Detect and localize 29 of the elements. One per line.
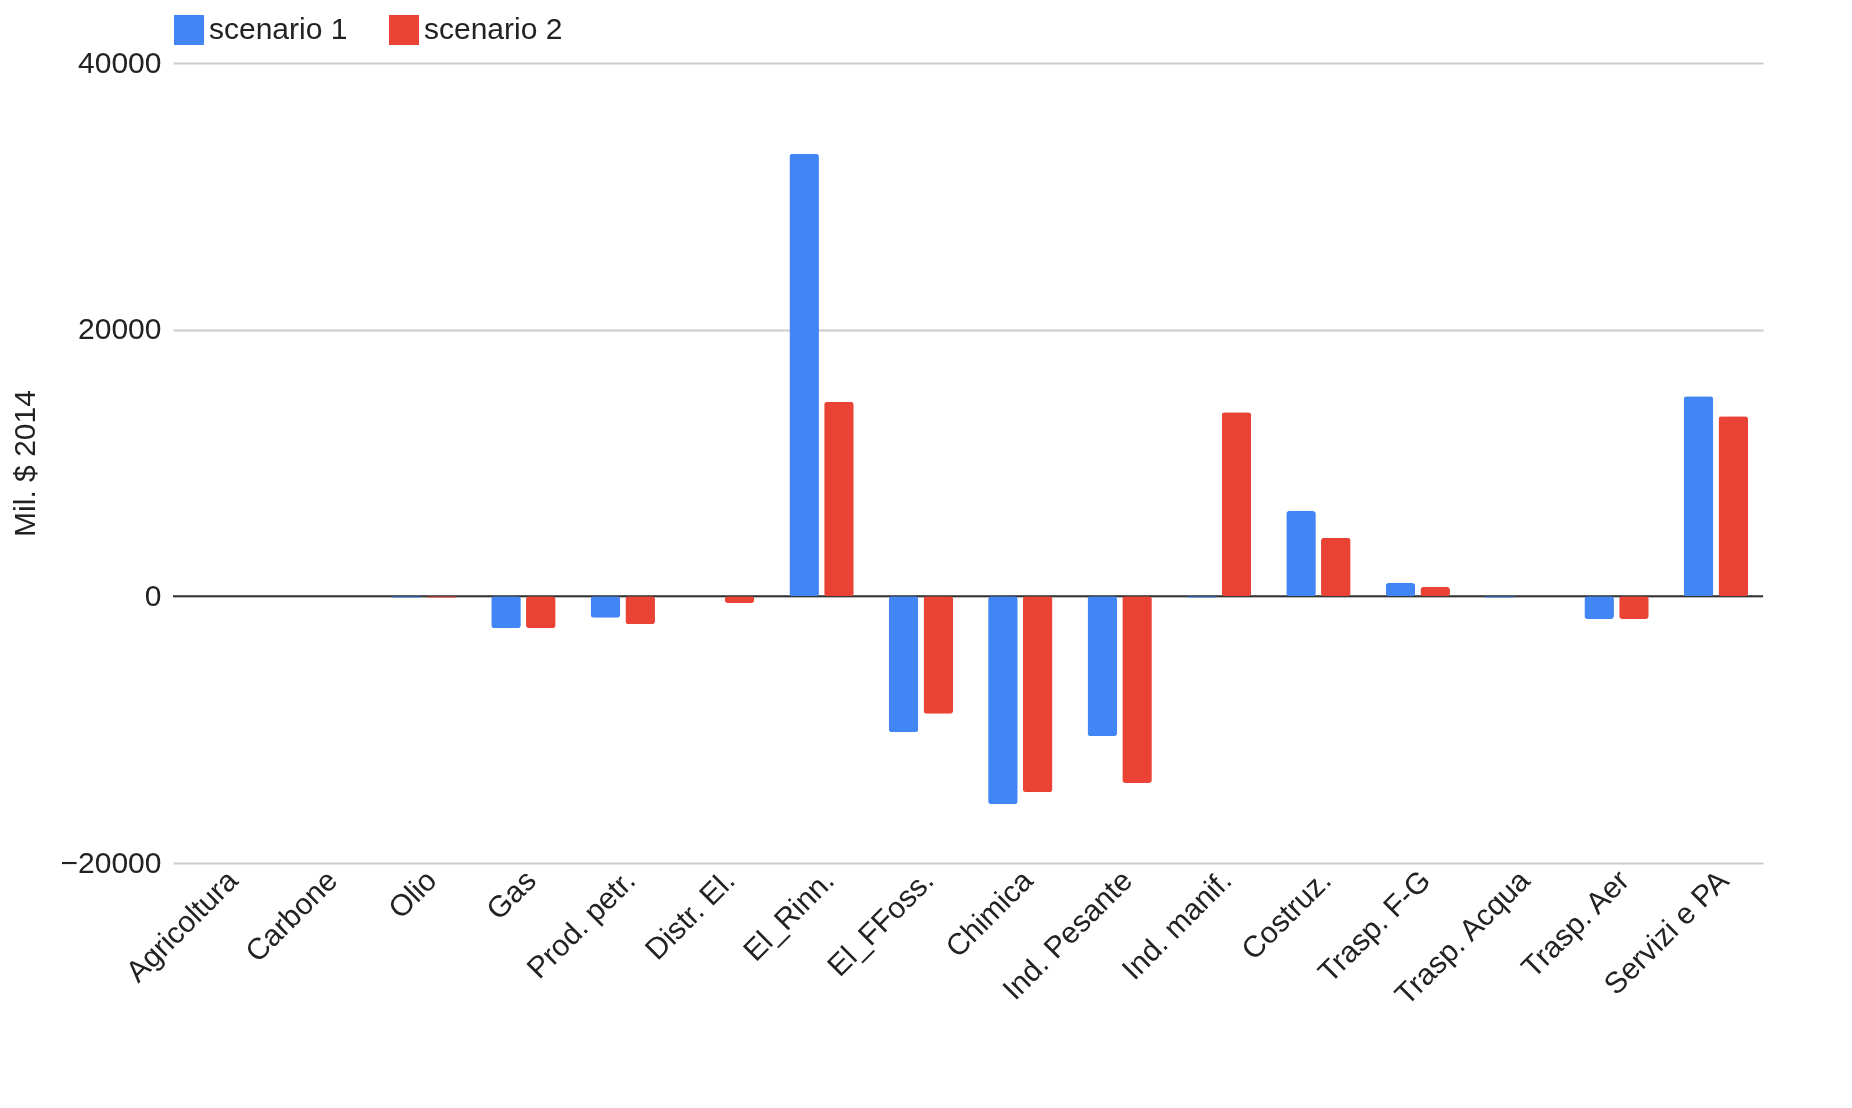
bar	[824, 401, 854, 597]
x-tick-label: Olio	[381, 863, 443, 925]
legend-label: scenario 2	[424, 12, 563, 45]
bar	[1087, 596, 1118, 737]
y-axis-title: Mil. $ 2014	[7, 390, 41, 537]
x-tick-label: Gas	[479, 863, 543, 926]
bar	[789, 153, 819, 597]
bar	[1122, 596, 1152, 783]
y-tick-label: 40000	[78, 45, 162, 79]
bar	[1022, 596, 1053, 793]
y-tick-label: −20000	[60, 845, 162, 879]
bar	[526, 596, 556, 629]
bar	[590, 596, 621, 618]
bar	[1584, 596, 1614, 619]
bar	[923, 596, 954, 714]
y-tick-label: 0	[144, 578, 162, 612]
bar	[1321, 537, 1351, 597]
bar	[1286, 511, 1316, 597]
bar	[625, 596, 655, 625]
bar	[888, 596, 919, 733]
bar	[1221, 412, 1252, 597]
bar	[1385, 583, 1416, 597]
bar	[491, 596, 521, 629]
bar	[1619, 596, 1649, 619]
bar	[1683, 396, 1714, 597]
legend-label: scenario 1	[209, 12, 348, 45]
y-tick-label: 20000	[78, 312, 162, 346]
bar	[1718, 416, 1749, 597]
bar	[988, 596, 1018, 805]
